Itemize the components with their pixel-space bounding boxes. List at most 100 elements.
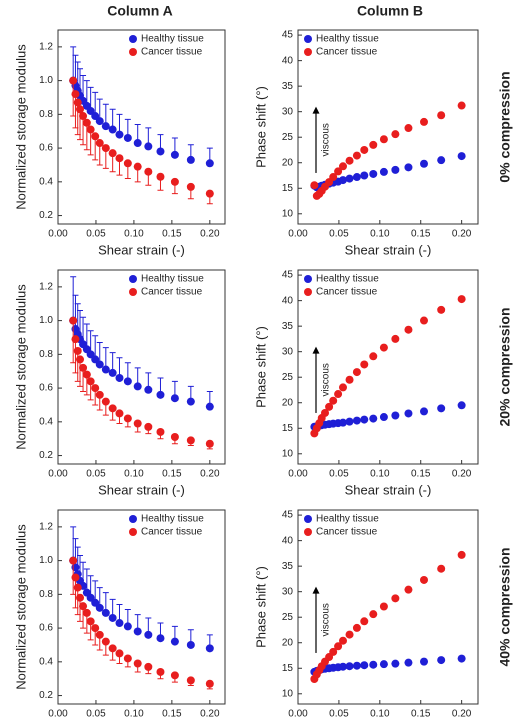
- point: [101, 144, 110, 153]
- point: [404, 409, 413, 418]
- point: [420, 657, 428, 666]
- point: [369, 169, 378, 178]
- point: [115, 154, 124, 163]
- x-tick-label: 0.15: [162, 469, 182, 480]
- point: [437, 305, 446, 314]
- point: [339, 383, 347, 392]
- row-label: 40% compression: [497, 547, 513, 666]
- point: [339, 176, 347, 185]
- legend-marker: [129, 288, 137, 296]
- point: [205, 439, 214, 448]
- legend-label: Cancer tissue: [316, 47, 378, 58]
- point: [76, 593, 85, 602]
- plot-frame: [57, 29, 226, 225]
- x-tick-label: 0.10: [124, 469, 144, 480]
- point: [71, 90, 80, 99]
- legend-label: Cancer tissue: [141, 47, 203, 58]
- legend-label: Healthy tissue: [141, 274, 204, 285]
- point: [79, 602, 88, 611]
- point: [404, 124, 413, 133]
- point: [352, 368, 361, 377]
- point: [379, 343, 388, 352]
- y-tick-label: 0.4: [39, 176, 53, 187]
- plot-frame: [57, 509, 226, 705]
- point: [91, 132, 100, 141]
- x-tick-label: 0.20: [452, 709, 472, 720]
- x-tick-label: 0.10: [370, 469, 390, 480]
- error-bar: [80, 116, 87, 146]
- point: [82, 608, 91, 617]
- point: [420, 407, 428, 416]
- point: [101, 365, 110, 374]
- point: [360, 617, 369, 626]
- x-tick-label: 0.15: [411, 469, 431, 480]
- point: [73, 346, 82, 355]
- point: [108, 149, 117, 158]
- point: [379, 135, 388, 144]
- plot-frame: [297, 29, 479, 225]
- point: [79, 112, 88, 121]
- point: [420, 316, 428, 325]
- x-tick-label: 0.20: [200, 229, 220, 240]
- y-tick-label: 0.2: [39, 450, 53, 461]
- point: [144, 142, 153, 151]
- point: [144, 385, 153, 394]
- point: [352, 661, 361, 670]
- y-axis-label: Phase shift (°): [253, 86, 268, 168]
- point: [391, 594, 400, 603]
- point: [108, 368, 117, 377]
- y-tick-label: 25: [282, 132, 294, 143]
- point: [321, 408, 329, 417]
- point: [391, 130, 400, 139]
- point: [437, 111, 446, 120]
- point: [186, 397, 195, 406]
- point: [170, 671, 179, 680]
- y-tick-label: 35: [282, 321, 294, 332]
- point: [457, 295, 466, 304]
- legend-label: Healthy tissue: [141, 34, 204, 45]
- point: [339, 662, 347, 671]
- point: [345, 375, 354, 384]
- legend-marker: [304, 528, 312, 536]
- error-bar: [70, 276, 77, 321]
- plot-frame: [297, 269, 479, 465]
- y-tick-label: 0.6: [39, 383, 53, 394]
- y-tick-label: 20: [282, 637, 294, 648]
- point: [345, 156, 354, 165]
- y-axis-label: Normalized storage modulus: [13, 524, 28, 690]
- error-bar: [77, 359, 84, 387]
- point: [71, 335, 80, 344]
- x-tick-label: 0.00: [48, 469, 68, 480]
- point: [329, 173, 338, 182]
- y-tick-label: 1.2: [39, 42, 53, 53]
- point: [352, 623, 361, 632]
- x-tick-label: 0.05: [329, 709, 349, 720]
- point: [334, 390, 343, 399]
- point: [339, 636, 347, 645]
- point: [457, 654, 466, 663]
- point: [186, 155, 195, 164]
- legend-marker: [304, 515, 312, 523]
- x-tick-label: 0.10: [124, 709, 144, 720]
- y-tick-label: 40: [282, 55, 294, 66]
- point: [345, 630, 354, 639]
- x-tick-label: 0.15: [162, 709, 182, 720]
- plot-frame: [57, 269, 226, 465]
- point: [205, 644, 214, 653]
- point: [76, 355, 85, 364]
- point: [369, 660, 378, 669]
- point: [69, 76, 78, 85]
- point: [457, 152, 466, 161]
- y-tick-label: 0.6: [39, 623, 53, 634]
- point: [133, 382, 142, 391]
- point: [420, 575, 428, 584]
- point: [144, 422, 153, 431]
- point: [144, 167, 153, 176]
- point: [391, 659, 400, 668]
- plot-frame: [297, 509, 479, 705]
- point: [404, 163, 413, 172]
- x-tick-label: 0.00: [288, 469, 308, 480]
- point: [133, 659, 142, 668]
- point: [339, 418, 347, 427]
- point: [91, 624, 100, 633]
